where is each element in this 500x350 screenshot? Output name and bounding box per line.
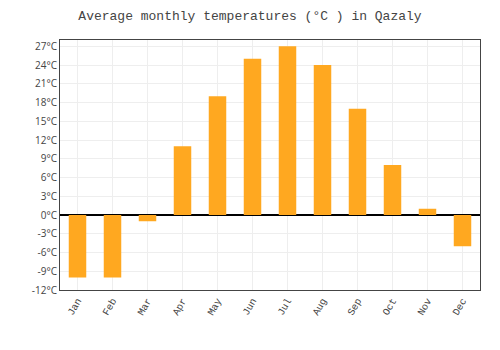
svg-text:21°C: 21°C	[35, 76, 57, 90]
svg-text:12°C: 12°C	[35, 133, 57, 147]
svg-text:Mar: Mar	[136, 297, 155, 318]
svg-text:Feb: Feb	[101, 297, 120, 318]
svg-text:0°C: 0°C	[41, 208, 57, 222]
svg-text:6°C: 6°C	[41, 170, 57, 184]
svg-text:-6°C: -6°C	[37, 245, 57, 259]
svg-text:Jun: Jun	[241, 297, 260, 318]
svg-text:Dec: Dec	[451, 297, 470, 318]
svg-text:Oct: Oct	[381, 297, 400, 318]
svg-text:3°C: 3°C	[41, 189, 57, 203]
svg-text:Jul: Jul	[276, 297, 295, 318]
svg-text:27°C: 27°C	[35, 39, 57, 53]
svg-text:Jan: Jan	[66, 297, 85, 318]
svg-text:Nov: Nov	[416, 297, 435, 318]
svg-text:Sep: Sep	[346, 297, 365, 318]
svg-text:-12°C: -12°C	[32, 283, 57, 297]
svg-text:Apr: Apr	[171, 297, 190, 318]
svg-text:Average monthly temperatures (: Average monthly temperatures (°C ) in Qa…	[78, 9, 421, 24]
svg-text:May: May	[206, 297, 225, 318]
svg-text:15°C: 15°C	[35, 114, 57, 128]
svg-text:9°C: 9°C	[41, 151, 57, 165]
svg-text:-3°C: -3°C	[37, 226, 57, 240]
svg-text:Aug: Aug	[311, 297, 330, 318]
svg-text:24°C: 24°C	[35, 58, 57, 72]
svg-text:-9°C: -9°C	[37, 264, 57, 278]
svg-text:18°C: 18°C	[35, 95, 57, 109]
